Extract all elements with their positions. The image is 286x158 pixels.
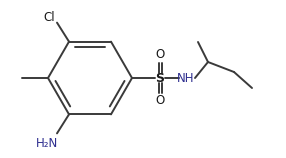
- Text: Cl: Cl: [43, 11, 55, 24]
- Text: NH: NH: [177, 72, 195, 85]
- Text: O: O: [155, 49, 165, 61]
- Text: O: O: [155, 94, 165, 107]
- Text: S: S: [156, 72, 164, 85]
- Text: H₂N: H₂N: [36, 137, 58, 150]
